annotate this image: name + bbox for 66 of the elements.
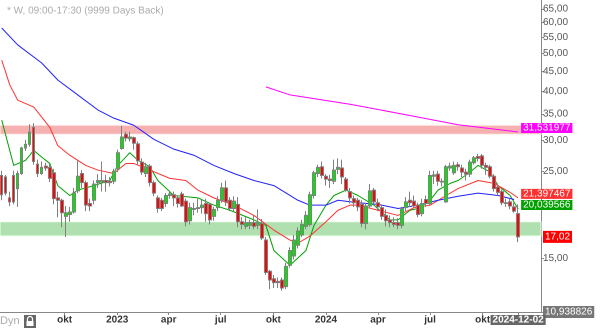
candlestick — [172, 191, 176, 207]
y-tick-label: 30,00 — [543, 134, 568, 146]
candlestick — [460, 164, 464, 178]
y-tick-label: 45,00 — [543, 66, 568, 77]
candlestick — [164, 192, 168, 208]
candlestick — [100, 161, 104, 192]
candlestick — [224, 180, 228, 207]
y-tick-label: 35,00 — [543, 108, 568, 120]
candlestick — [204, 198, 208, 222]
x-tick-label: 2024 — [314, 314, 338, 326]
annotation: 17,02 — [545, 231, 570, 242]
data-label: 31,531977 — [523, 122, 571, 134]
text: * W, 09:00-17:30 (9999 Days Back) — [7, 6, 164, 16]
x-tick-label: okt — [475, 314, 491, 326]
x-tick-label: okt — [57, 314, 73, 326]
data-label: 20,039566 — [523, 200, 571, 211]
candlestick — [208, 202, 212, 225]
x-tick-label: apr — [160, 314, 177, 326]
y-tick-label: 50,00 — [543, 48, 568, 60]
candlestick — [188, 202, 192, 225]
candlestick — [32, 122, 35, 166]
y-tick-label: 40,00 — [543, 86, 568, 97]
x-tick-label: apr — [370, 314, 386, 326]
text: Dyn — [0, 315, 20, 327]
y-tick-label: 55,00 — [543, 32, 568, 43]
y-tick-label: 65,00 — [543, 3, 568, 14]
candlestick — [436, 170, 440, 186]
candlestick — [160, 197, 164, 212]
line-series — [1, 120, 519, 266]
y-tick-label: 10,938826 — [545, 306, 593, 318]
x-tick-label: 2023 — [106, 314, 129, 326]
candlestick — [444, 164, 448, 204]
candlestick — [0, 170, 3, 201]
candlestick — [244, 216, 248, 230]
candlestick — [236, 196, 240, 228]
candlestick — [508, 198, 512, 210]
candlestick — [120, 125, 124, 150]
candlestick — [360, 200, 364, 228]
y-tick-label: 25,00 — [543, 166, 568, 177]
candlestick — [156, 195, 160, 214]
x-tick-label: 2024-12-02 — [492, 314, 544, 326]
data-label: 21,397467 — [523, 188, 571, 200]
candlestick — [276, 276, 280, 288]
x-tick-label: jul — [423, 314, 436, 326]
candlestick — [408, 191, 412, 208]
y-tick-label: 60,00 — [543, 17, 568, 28]
y-tick-label: 15,00 — [543, 252, 568, 264]
candlestick — [516, 204, 520, 243]
candlestick — [176, 195, 180, 208]
line-series — [1, 60, 519, 244]
candlestick — [384, 208, 388, 227]
candlestick — [428, 170, 432, 206]
line-series — [1, 28, 515, 210]
candlestick — [248, 219, 252, 230]
x-tick-label: jul — [214, 314, 227, 326]
candlestick — [12, 170, 15, 205]
candlestick — [196, 198, 200, 214]
x-tick-label: okt — [266, 314, 282, 326]
candlestick — [392, 216, 396, 228]
line-series — [265, 86, 519, 132]
candlestick — [272, 274, 276, 288]
candlestick — [468, 159, 472, 178]
candlestick — [332, 159, 336, 185]
candlestick — [420, 198, 424, 217]
candlestick — [452, 161, 456, 176]
candlestick — [36, 159, 39, 178]
